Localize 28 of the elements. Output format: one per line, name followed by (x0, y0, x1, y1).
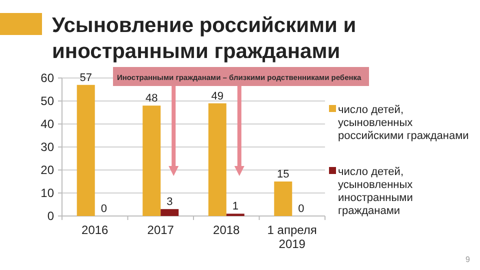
data-label: 49 (211, 90, 224, 102)
data-label: 0 (100, 203, 107, 215)
legend-label: число детей, усыновленных российскими гражданами (338, 104, 469, 142)
legend-label: число детей, усыновленных иностранными гражданами (338, 166, 414, 217)
y-tick-label: 60 (40, 71, 54, 85)
data-label: 15 (277, 168, 290, 180)
data-label: 48 (146, 92, 158, 105)
bar (274, 182, 292, 216)
y-tick-label: 10 (40, 186, 54, 200)
data-label: 3 (166, 196, 173, 208)
bar (142, 106, 161, 216)
x-tick-label: 2017 (147, 223, 174, 237)
data-label: 57 (80, 72, 92, 84)
bar (208, 103, 226, 216)
y-tick-label: 40 (40, 117, 54, 131)
x-tick-label: 2018 (213, 223, 240, 237)
chart-title: Усыновление российскими и иностранными гражданами (52, 14, 356, 63)
bar (76, 84, 95, 216)
text: 9 (466, 255, 471, 264)
bar (160, 209, 179, 216)
y-tick-label: 0 (47, 209, 54, 223)
data-label: 0 (298, 203, 304, 215)
y-tick-label: 50 (40, 94, 54, 108)
y-tick-label: 30 (40, 140, 54, 154)
x-tick-label: 2016 (82, 223, 109, 237)
y-tick-label: 20 (40, 163, 54, 177)
data-label: 1 (232, 200, 238, 213)
x-tick-label: 1 апреля 2019 (267, 223, 317, 251)
